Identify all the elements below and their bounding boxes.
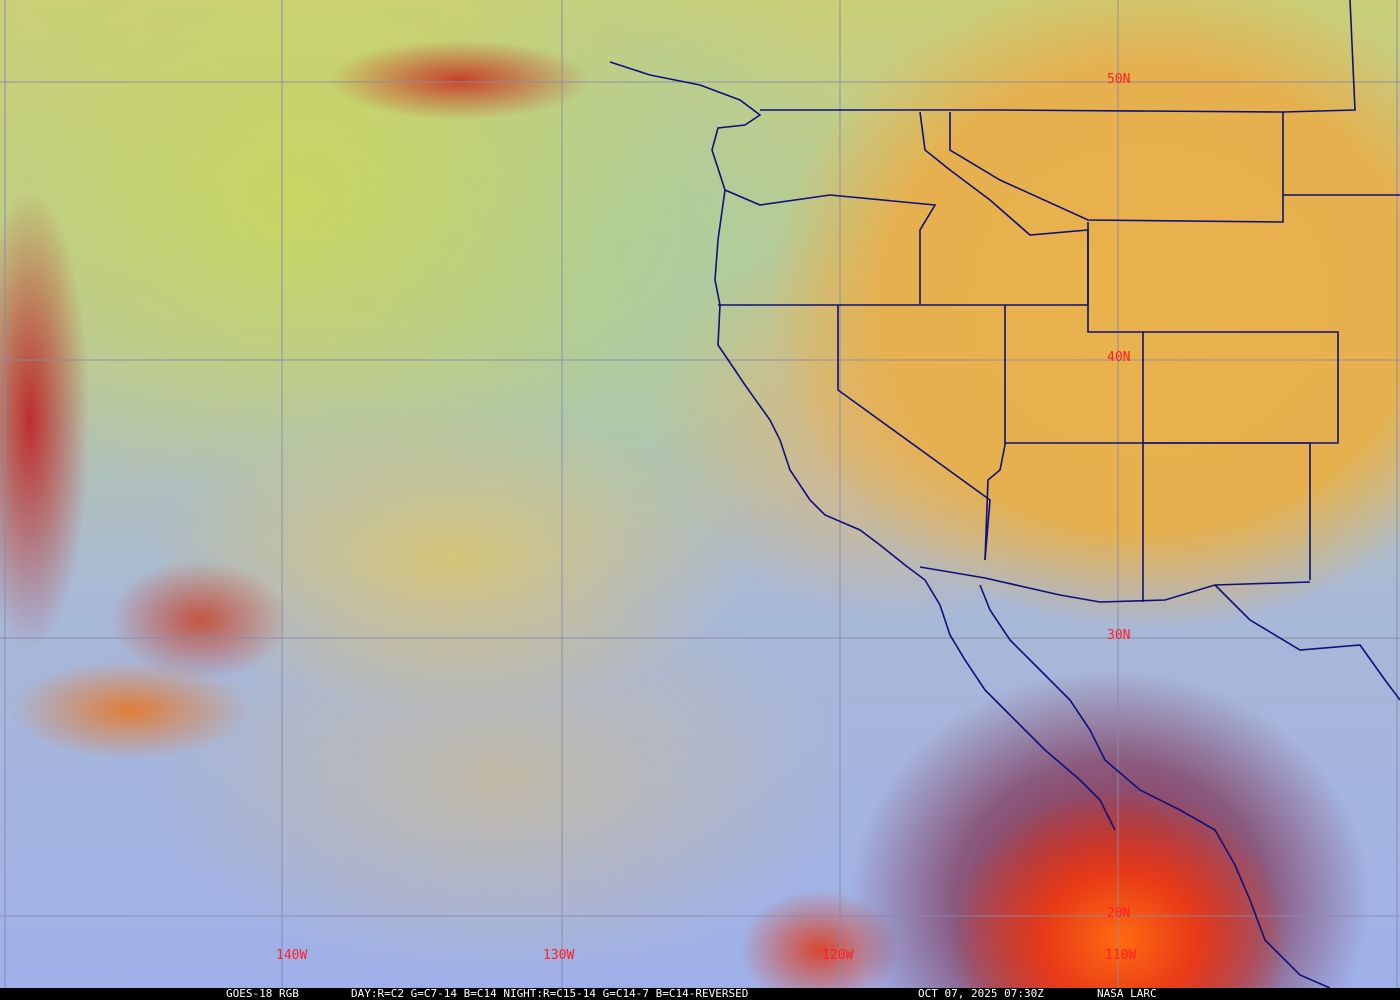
timestamp: OCT 07, 2025 07:30Z	[918, 987, 1044, 1000]
rgb-recipe: DAY:R=C2 G=C7-14 B=C14 NIGHT:R=C15-14 G=…	[351, 987, 749, 1000]
lon-label-110w: 110W	[1105, 948, 1137, 963]
us-mexico-border	[919, 566, 1311, 603]
ca-nv-border	[837, 305, 991, 561]
lon-label-120w: 120W	[822, 948, 854, 963]
lat-label-30n: 30N	[1107, 628, 1131, 643]
baja-east-mexico-coast	[979, 584, 1331, 989]
coastline	[609, 61, 1116, 831]
mexico-coast-east	[1214, 584, 1400, 701]
credit: NASA LARC	[1097, 987, 1157, 1000]
lat-label-40n: 40N	[1107, 350, 1131, 365]
product-name: GOES-18 RGB	[226, 987, 299, 1000]
lon-label-130w: 130W	[543, 948, 575, 963]
az-nm	[1005, 442, 1311, 580]
az-ca	[984, 444, 1006, 561]
canada-border	[760, 0, 1356, 113]
image-caption-bar: GOES-18 RGB DAY:R=C2 G=C7-14 B=C14 NIGHT…	[0, 988, 1400, 1000]
lat-label-20n: 20N	[1107, 906, 1131, 921]
wy-co-ut	[1087, 222, 1144, 602]
coastline-and-borders	[609, 0, 1400, 989]
co-border	[1143, 331, 1339, 444]
or-wa-border	[724, 189, 937, 305]
lon-label-140w: 140W	[276, 948, 308, 963]
lat-label-50n: 50N	[1107, 72, 1131, 87]
mt-border	[949, 112, 1284, 223]
